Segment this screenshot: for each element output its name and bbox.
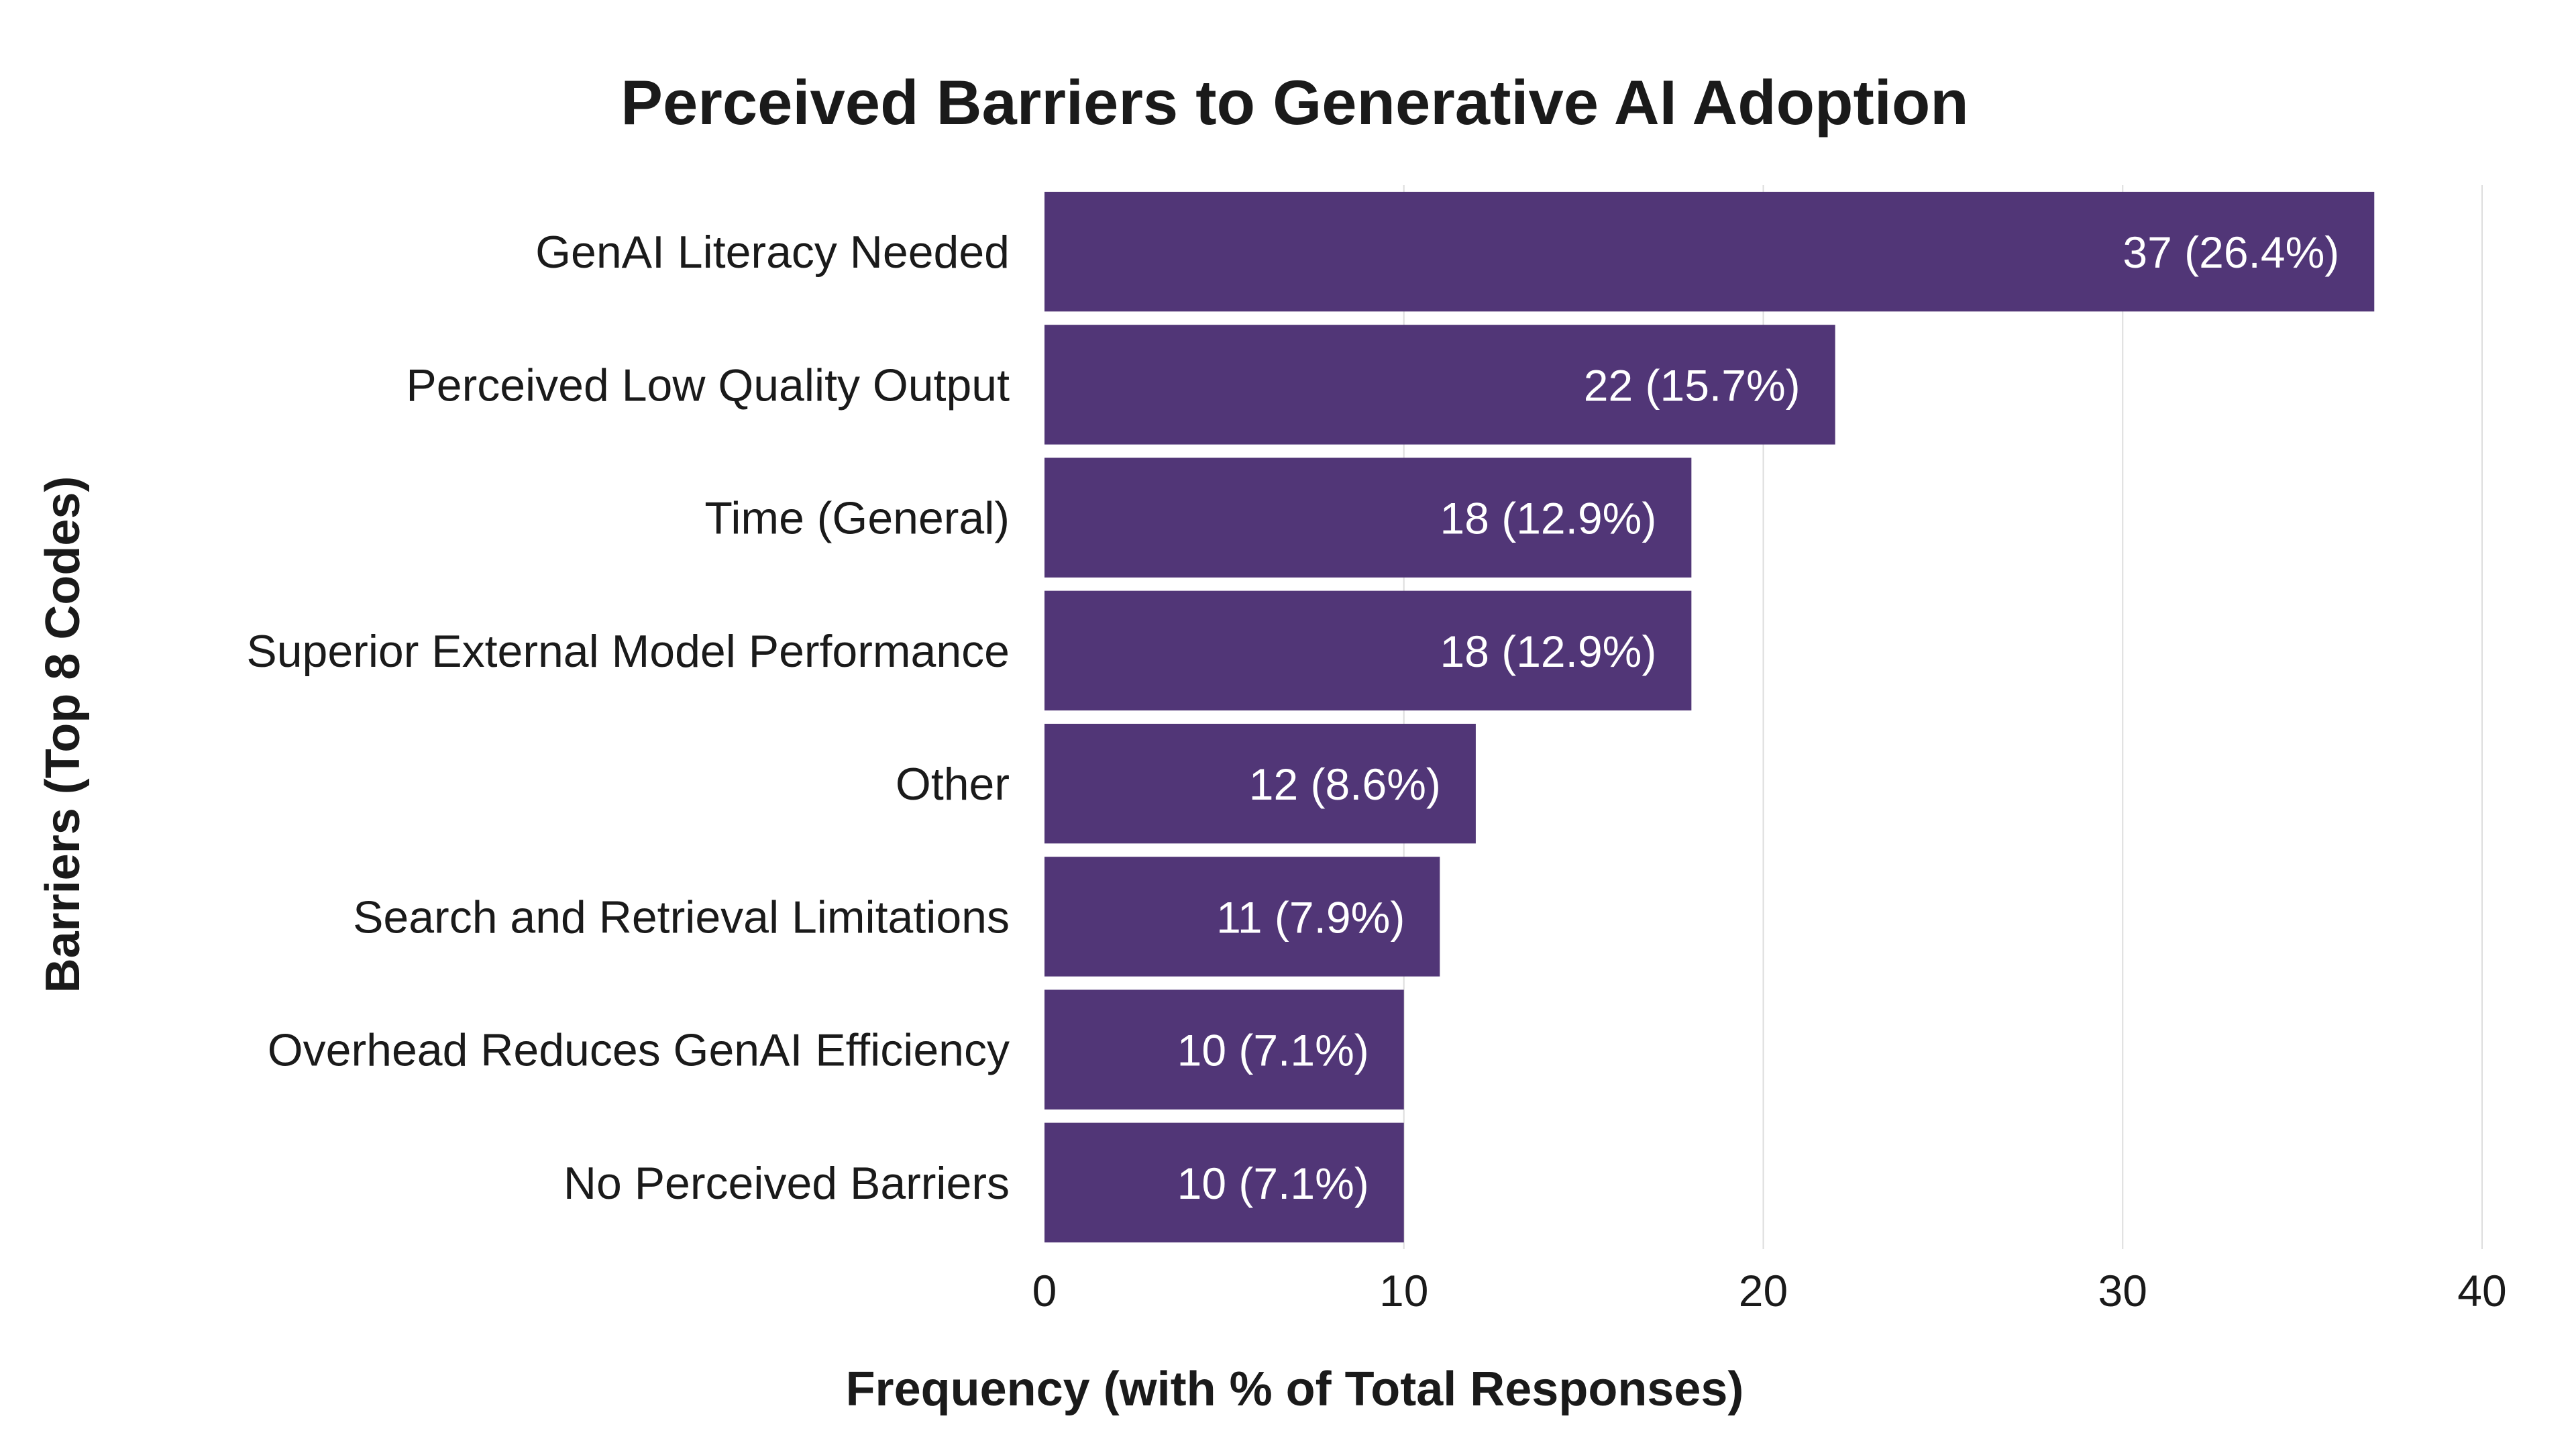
x-tick-labels: 0 10 20 30 40 [1032, 1266, 2507, 1316]
category-label: Time (General) [704, 493, 1010, 544]
x-tick-label: 20 [1739, 1266, 1788, 1316]
category-label: GenAI Literacy Needed [535, 227, 1010, 278]
data-label: 12 (8.6%) [1249, 759, 1441, 809]
chart-title: Perceived Barriers to Generative AI Adop… [621, 67, 1968, 138]
bar [1044, 590, 1692, 711]
data-label: 37 (26.4%) [2123, 227, 2339, 277]
bar [1044, 1122, 1404, 1243]
category-label: Other [896, 759, 1010, 810]
x-tick-label: 10 [1379, 1266, 1428, 1316]
bar [1044, 723, 1476, 844]
x-axis-label: Frequency (with % of Total Responses) [846, 1362, 1744, 1416]
data-label: 11 (7.9%) [1216, 892, 1405, 942]
x-tick-label: 30 [2098, 1266, 2147, 1316]
y-axis-label: Barriers (Top 8 Codes) [36, 476, 90, 994]
category-label: Superior External Model Performance [246, 626, 1010, 677]
data-label: 10 (7.1%) [1177, 1159, 1369, 1208]
data-label: 18 (12.9%) [1440, 627, 1656, 676]
category-label: Search and Retrieval Limitations [353, 892, 1010, 943]
data-label: 18 (12.9%) [1440, 494, 1656, 543]
bar [1044, 191, 2375, 312]
category-label: Overhead Reduces GenAI Efficiency [268, 1025, 1010, 1076]
category-label: No Perceived Barriers [564, 1158, 1010, 1209]
bar [1044, 989, 1404, 1110]
x-tick-label: 40 [2457, 1266, 2506, 1316]
category-label: Perceived Low Quality Output [406, 360, 1010, 411]
x-tick-label: 0 [1032, 1266, 1057, 1316]
bar [1044, 857, 1440, 977]
bar [1044, 325, 1835, 445]
bars: 37 (26.4%) 22 (15.7%) 18 (12.9%) 18 (12.9%)… [1044, 191, 2375, 1243]
data-label: 10 (7.1%) [1177, 1026, 1369, 1075]
bar [1044, 458, 1692, 578]
data-label: 22 (15.7%) [1584, 360, 1801, 410]
category-labels: GenAI Literacy Needed Perceived Low Quali… [246, 227, 1010, 1209]
